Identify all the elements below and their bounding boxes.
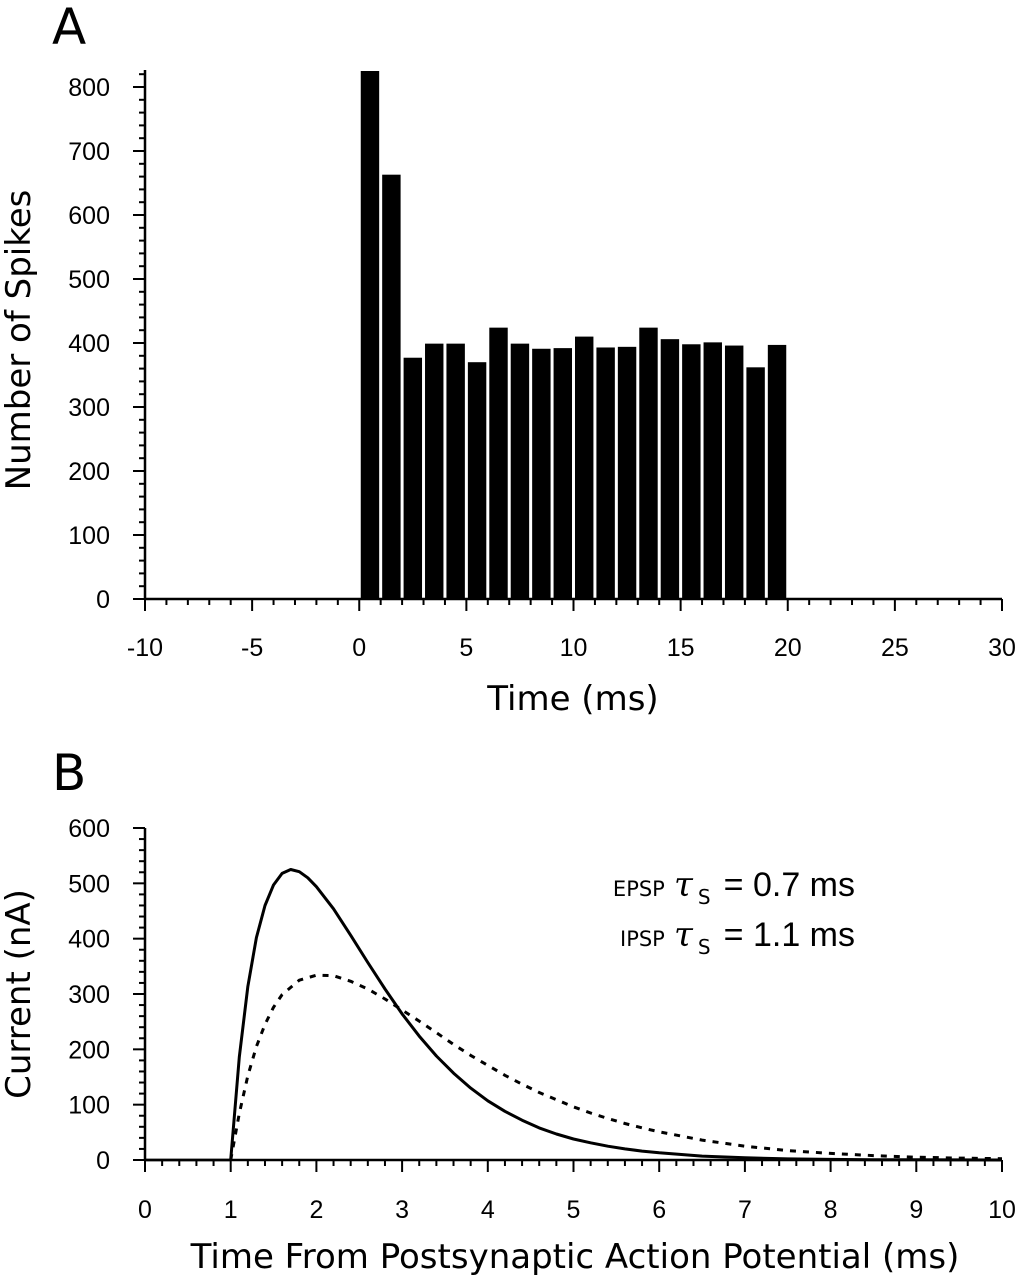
panel-b-x-tick-label: 10 (988, 1196, 1016, 1224)
panel-b-y-tick-label: 500 (68, 870, 110, 898)
panel-b-x-tick-label: 0 (138, 1196, 152, 1224)
panel-b-x-tick-label: 3 (395, 1196, 409, 1224)
panel-a-x-tick-label: 10 (560, 634, 588, 662)
panel-a-label: A (52, 0, 86, 56)
panel-a-tick-labels: -10 -5 0 5 10 15 20 25 3001002003004005006007008… (68, 74, 1016, 662)
histogram-bar (446, 343, 465, 599)
histogram-bar (596, 347, 615, 599)
panel-a-axes (133, 70, 1003, 611)
panel-b-x-tick-label: 5 (567, 1196, 581, 1224)
annotation-ipsp-prefix: IPSP (620, 927, 665, 951)
epsp-curve-solid (229, 868, 1003, 1162)
annotation-ipsp: IPSP τ S = 1.1 ms (620, 915, 855, 959)
panel-a-x-tick-label: 0 (352, 634, 366, 662)
panel-b-x-tick-label: 6 (652, 1196, 666, 1224)
svg-text:EPSP τ S: EPSP τ S = 0.7 ms (613, 865, 855, 909)
histogram-bar (553, 348, 572, 599)
panel-b-y-tick-label: 0 (96, 1147, 110, 1175)
panel-a-x-tick-label: 20 (774, 634, 802, 662)
annotation-epsp-prefix: EPSP (613, 877, 665, 901)
panel-b-label: B (52, 744, 86, 802)
panel-a-y-tick-label: 700 (68, 138, 110, 166)
histogram-bar (682, 344, 701, 599)
histogram-bar (724, 345, 744, 599)
panel-a-bars (360, 71, 787, 599)
histogram-bar (467, 362, 487, 599)
annotation-ipsp-value: = 1.1 ms (724, 916, 855, 954)
histogram-bar (617, 346, 637, 599)
panel-b-y-axis-label: Current (nA) (0, 889, 39, 1099)
panel-a: A -10 -5 0 5 10 15 20 25 30010020030040050060070… (0, 0, 1016, 719)
histogram-bar (660, 339, 680, 599)
panel-b-x-tick-label: 4 (481, 1196, 495, 1224)
histogram-bar (746, 367, 765, 599)
annotation-ipsp-subscript: S (698, 935, 711, 959)
histogram-bar (489, 327, 508, 599)
panel-a-x-tick-label: -10 (127, 634, 163, 662)
ipsp-curve-dashed (229, 973, 1003, 1161)
histogram-bar (425, 343, 444, 599)
histogram-bar (382, 174, 401, 599)
panel-a-x-tick-label: 25 (881, 634, 909, 662)
panel-a-x-tick-label: 30 (988, 634, 1016, 662)
panel-b-x-axis-label: Time From Postsynaptic Action Potential … (190, 1237, 960, 1277)
panel-b-x-tick-label: 8 (824, 1196, 838, 1224)
histogram-bar (403, 357, 423, 599)
svg-text:IPSP τ S: IPSP τ S = 1.1 ms (620, 915, 855, 959)
panel-b-y-tick-label: 200 (68, 1036, 110, 1064)
annotation-ipsp-symbol: τ (674, 915, 694, 955)
annotation-epsp-subscript: S (698, 885, 711, 909)
panel-a-y-tick-label: 400 (68, 330, 110, 358)
panel-b-x-tick-label: 7 (738, 1196, 752, 1224)
annotation-epsp: EPSP τ S = 0.7 ms (613, 865, 855, 909)
histogram-bar (532, 348, 551, 599)
panel-a-y-tick-label: 500 (68, 266, 110, 294)
histogram-bar (575, 336, 594, 599)
panel-a-y-tick-label: 800 (68, 74, 110, 102)
panel-a-y-tick-label: 200 (68, 458, 110, 486)
histogram-bar (767, 344, 787, 599)
panel-b-x-tick-label: 2 (309, 1196, 323, 1224)
panel-a-y-tick-label: 100 (68, 522, 110, 550)
panel-b-y-tick-label: 300 (68, 981, 110, 1009)
panel-a-y-axis-label: Number of Spikes (0, 190, 39, 491)
panel-b-y-tick-label: 400 (68, 926, 110, 954)
panel-a-x-tick-label: 15 (667, 634, 695, 662)
panel-b-y-tick-label: 600 (68, 815, 110, 843)
panel-a-y-tick-label: 300 (68, 394, 110, 422)
panel-b-axes (133, 827, 1003, 1172)
panel-a-x-axis-label: Time (ms) (486, 679, 658, 719)
histogram-bar (510, 343, 530, 599)
annotation-epsp-symbol: τ (674, 865, 694, 905)
panel-a-y-tick-label: 0 (96, 586, 110, 614)
histogram-bar (703, 342, 722, 599)
panel-a-x-tick-label: -5 (241, 634, 263, 662)
panel-a-y-tick-label: 600 (68, 202, 110, 230)
panel-b-x-tick-label: 1 (224, 1196, 238, 1224)
histogram-bar (360, 71, 380, 599)
annotation-epsp-value: = 0.7 ms (724, 866, 855, 904)
histogram-bar (639, 327, 658, 599)
panel-b-x-tick-label: 9 (909, 1196, 923, 1224)
panel-b-lines (145, 868, 1003, 1162)
panel-a-x-tick-label: 5 (459, 634, 473, 662)
panel-b-y-tick-label: 100 (68, 1092, 110, 1120)
